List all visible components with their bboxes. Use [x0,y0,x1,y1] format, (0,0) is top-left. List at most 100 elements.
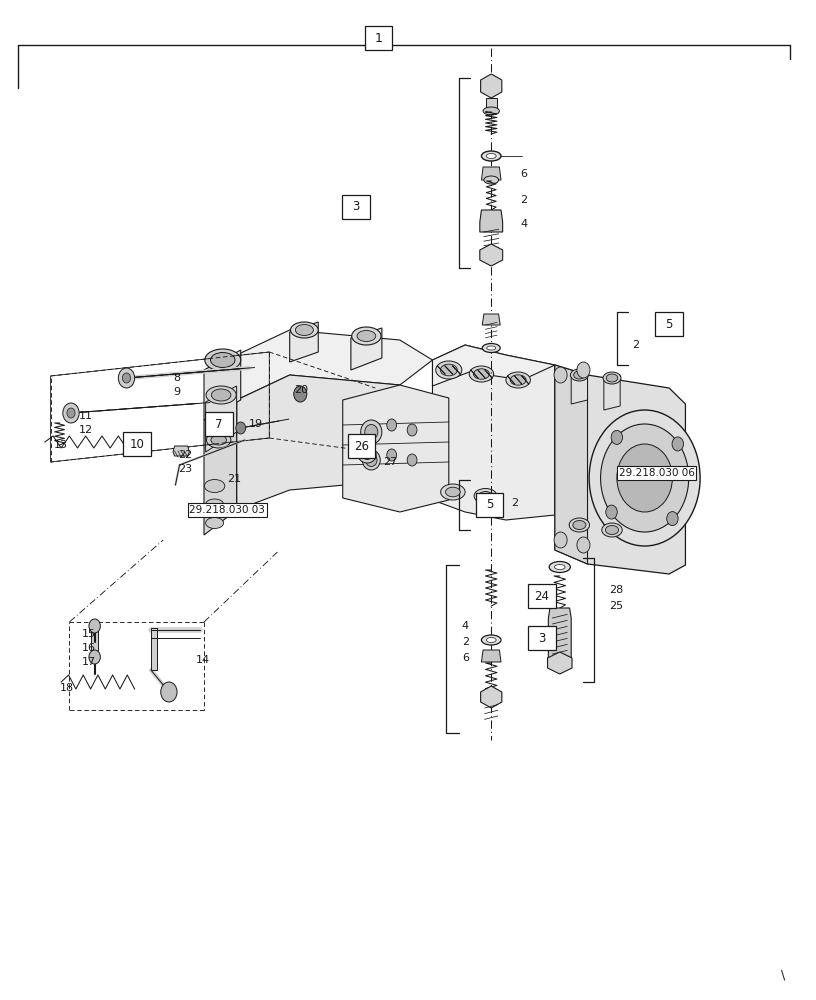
Ellipse shape [484,176,499,184]
Polygon shape [343,385,449,512]
Polygon shape [604,375,620,410]
Text: 6: 6 [521,169,528,179]
Circle shape [387,449,397,461]
Text: 1: 1 [375,31,383,44]
Circle shape [67,408,75,418]
Text: 14: 14 [196,655,210,665]
Polygon shape [351,328,382,370]
Bar [151,628,157,670]
Polygon shape [555,365,588,564]
Ellipse shape [482,502,500,510]
Bar [342,195,370,219]
Text: 12: 12 [79,425,93,435]
Bar [123,432,151,456]
Text: \: \ [781,969,786,982]
Ellipse shape [570,369,588,381]
Text: 24: 24 [534,589,549,602]
Circle shape [601,424,689,532]
Ellipse shape [481,635,501,645]
Text: 22: 22 [178,450,192,460]
Text: 21: 21 [227,474,241,484]
Circle shape [63,403,79,423]
Polygon shape [432,345,555,386]
Ellipse shape [486,346,496,350]
Ellipse shape [574,371,585,379]
Text: 3: 3 [538,632,546,645]
Circle shape [236,422,246,434]
Polygon shape [548,652,572,674]
Text: 4: 4 [521,219,528,229]
Polygon shape [481,167,501,180]
Ellipse shape [436,361,462,379]
Text: 23: 23 [178,464,192,474]
Ellipse shape [486,638,496,643]
Text: 6: 6 [462,653,469,663]
Text: 16: 16 [82,643,95,653]
Polygon shape [432,345,555,520]
Polygon shape [481,686,502,708]
Text: 2: 2 [521,195,528,205]
Circle shape [294,386,307,402]
Text: 4: 4 [462,621,469,631]
Ellipse shape [474,488,497,504]
Circle shape [387,419,397,431]
Circle shape [89,619,100,633]
Ellipse shape [481,151,501,161]
Text: 2: 2 [462,637,469,647]
Ellipse shape [549,562,570,572]
Bar [655,312,683,336]
Ellipse shape [603,372,621,384]
Circle shape [577,537,590,553]
Circle shape [617,444,672,512]
Polygon shape [204,400,237,535]
Ellipse shape [206,432,231,448]
Text: 10: 10 [130,438,144,450]
Circle shape [589,410,700,546]
Ellipse shape [569,518,589,532]
Ellipse shape [295,324,313,336]
Polygon shape [237,375,400,510]
Text: 17: 17 [82,657,95,667]
Polygon shape [480,210,503,232]
Ellipse shape [441,484,465,500]
Bar [486,98,497,110]
Polygon shape [481,650,501,662]
Text: 13: 13 [54,440,68,450]
Ellipse shape [479,491,492,500]
Text: 29.218.030 06: 29.218.030 06 [619,468,694,478]
Ellipse shape [506,372,530,388]
Circle shape [122,373,131,383]
Circle shape [118,368,135,388]
Ellipse shape [211,435,227,445]
Text: 3: 3 [352,200,360,214]
Ellipse shape [206,499,224,511]
Text: 15: 15 [82,629,95,639]
Text: 7: 7 [215,418,223,430]
Ellipse shape [204,480,224,492]
Circle shape [407,424,417,436]
Ellipse shape [362,450,372,460]
Text: 5: 5 [665,318,673,330]
Polygon shape [290,322,318,362]
Ellipse shape [362,450,380,470]
Ellipse shape [206,518,224,528]
Ellipse shape [486,504,496,508]
Ellipse shape [473,369,490,379]
Ellipse shape [361,420,382,444]
Bar [528,584,556,608]
Circle shape [667,512,678,526]
Ellipse shape [486,153,496,158]
Ellipse shape [483,107,499,115]
Circle shape [161,682,177,702]
Ellipse shape [601,523,623,537]
Bar [365,26,392,50]
Polygon shape [571,370,588,404]
Circle shape [611,430,623,444]
Circle shape [554,532,567,548]
Text: 11: 11 [79,411,93,421]
Polygon shape [237,330,432,400]
Ellipse shape [357,330,375,342]
Circle shape [577,362,590,378]
Circle shape [605,505,617,519]
Ellipse shape [352,327,381,345]
